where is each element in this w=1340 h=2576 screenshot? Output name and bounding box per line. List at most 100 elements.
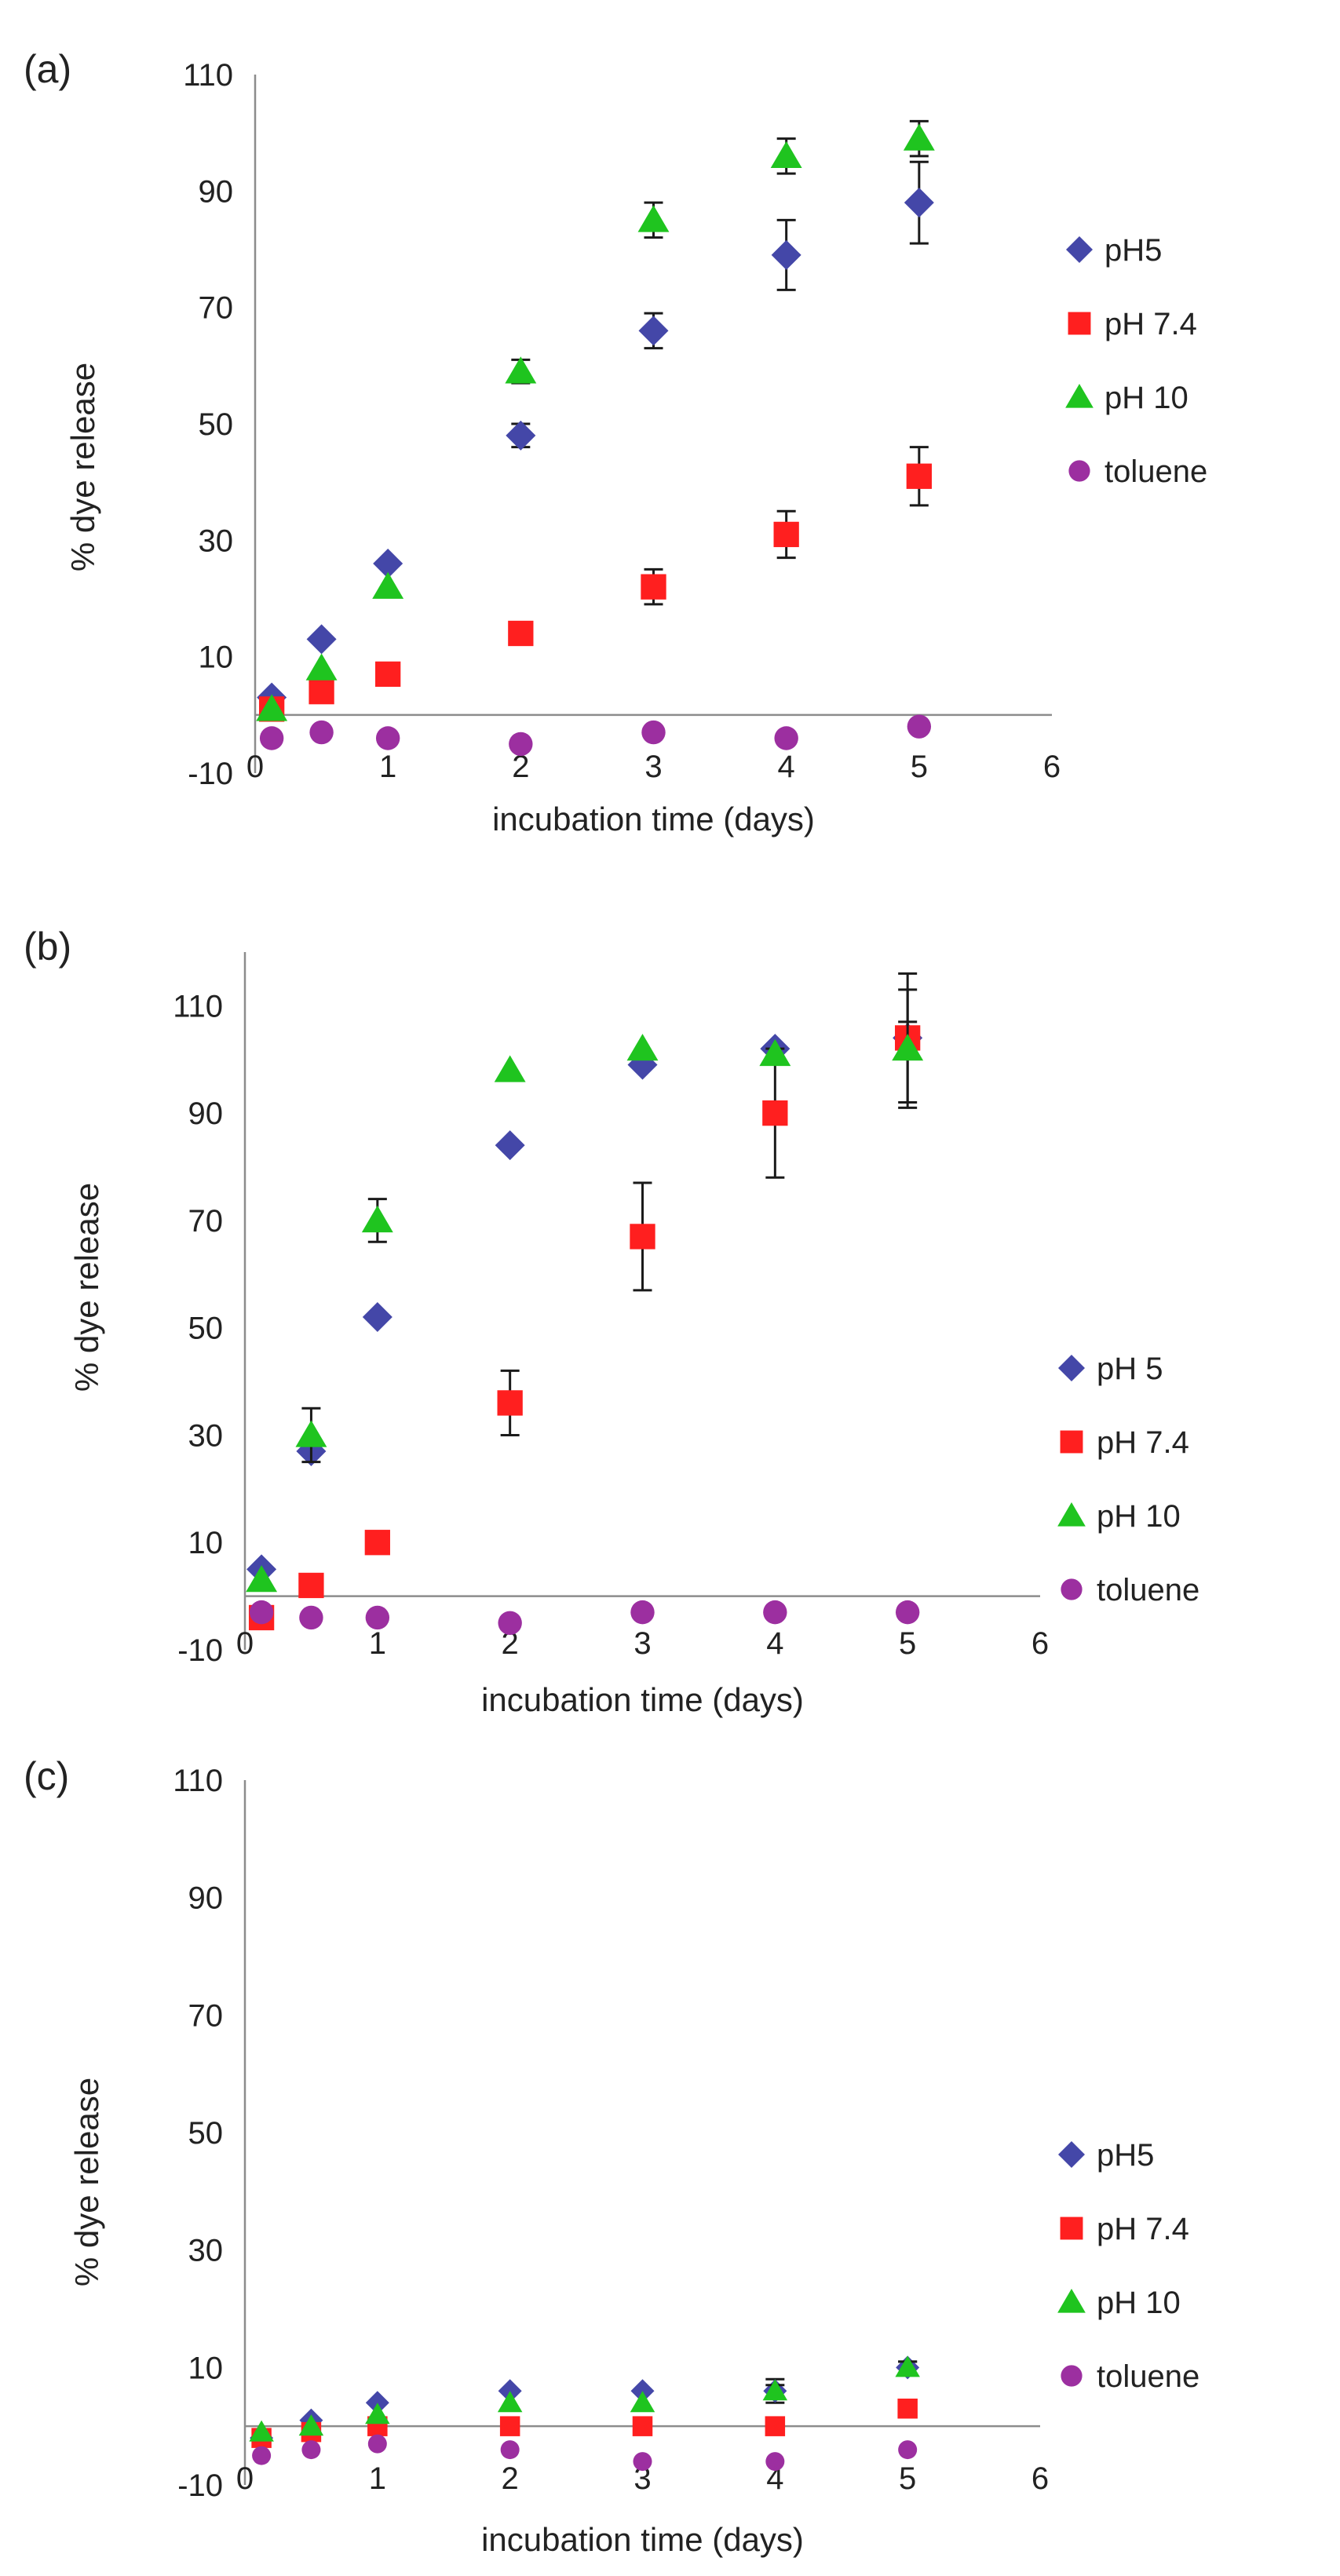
- data-point: [897, 2398, 918, 2419]
- legend-item: toluene: [1068, 454, 1207, 489]
- data-point: [630, 1600, 655, 1625]
- x-tick-label: 3: [633, 1626, 651, 1661]
- data-point: [494, 1055, 526, 1082]
- x-axis-title: incubation time (days): [481, 1681, 804, 1718]
- y-tick-label: -10: [188, 757, 233, 791]
- data-point: [773, 521, 799, 548]
- y-tick-label: 30: [188, 1418, 224, 1453]
- y-tick-label: -10: [177, 1633, 223, 1668]
- x-tick-label: 5: [911, 750, 928, 784]
- legend-marker: [1065, 384, 1094, 408]
- y-tick-label: 30: [199, 524, 234, 558]
- data-point: [630, 2391, 655, 2413]
- legend-marker: [1061, 2365, 1083, 2387]
- legend-item: pH 10: [1057, 1499, 1181, 1534]
- x-tick-label: 4: [766, 2461, 783, 2496]
- data-point: [759, 1038, 791, 1067]
- data-point: [372, 571, 404, 599]
- series-pH5: [257, 160, 934, 713]
- x-tick-label: 6: [1031, 2461, 1049, 2496]
- data-point: [771, 239, 801, 270]
- data-point: [249, 1600, 274, 1625]
- legend-item: toluene: [1061, 1573, 1199, 1607]
- x-axis-title: incubation time (days): [492, 801, 815, 837]
- legend-label: pH 7.4: [1104, 307, 1197, 341]
- legend-marker: [1057, 2289, 1086, 2313]
- series-toluene: [249, 1600, 920, 1636]
- legend-marker: [1058, 1355, 1085, 1381]
- data-point: [509, 732, 533, 757]
- data-point: [306, 624, 337, 655]
- data-point: [309, 679, 334, 705]
- data-point: [298, 2414, 324, 2436]
- panel-label: (c): [24, 1754, 69, 1798]
- y-tick-label: 70: [188, 1204, 224, 1239]
- data-point: [375, 661, 401, 688]
- data-point: [495, 1130, 525, 1161]
- data-point: [365, 1605, 390, 1630]
- data-point: [895, 2355, 920, 2377]
- legend-item: pH 5: [1058, 1352, 1163, 1386]
- data-point: [305, 653, 338, 680]
- panel-label: (a): [24, 47, 71, 91]
- legend-item: pH5: [1058, 2138, 1154, 2173]
- data-point: [256, 694, 288, 721]
- data-point: [626, 1034, 659, 1061]
- legend-label: toluene: [1104, 454, 1207, 489]
- chart-panel-2: (b) -10 10 30 50 70 90 110 0 1 2 3 4 5 6 incubation tim…: [24, 925, 1199, 1718]
- data-point: [249, 2420, 274, 2442]
- legend-item: pH 7.4: [1060, 1425, 1189, 1460]
- data-point: [903, 123, 935, 151]
- y-tick-label: 70: [188, 1998, 224, 2033]
- y-tick-label: 50: [199, 407, 234, 442]
- data-point: [898, 2440, 918, 2460]
- legend-label: pH5: [1104, 233, 1162, 268]
- y-tick-label: 90: [188, 1096, 224, 1131]
- data-point: [763, 1600, 787, 1625]
- y-tick-label: 10: [188, 2351, 224, 2385]
- data-point: [508, 620, 534, 647]
- x-tick-label: 0: [246, 750, 264, 784]
- data-point: [362, 1302, 393, 1333]
- data-point: [499, 2416, 520, 2436]
- legend-label: pH 7.4: [1097, 1425, 1189, 1460]
- y-tick-label: 50: [188, 1312, 224, 1346]
- legend-label: pH 10: [1104, 381, 1188, 415]
- data-point: [497, 2391, 523, 2413]
- x-tick-label: 6: [1043, 750, 1061, 784]
- series-pH7.4: [258, 446, 932, 722]
- legend-item: pH 7.4: [1060, 2212, 1189, 2246]
- data-point: [365, 2403, 390, 2425]
- series-pH7.4: [248, 1020, 921, 1631]
- x-tick-label: 0: [236, 1626, 254, 1661]
- data-point: [641, 720, 666, 745]
- data-point: [309, 720, 334, 745]
- data-point: [500, 2440, 520, 2460]
- x-tick-label: 2: [512, 750, 529, 784]
- y-axis-title: % dye release: [64, 363, 101, 571]
- x-tick-label: 2: [502, 1626, 519, 1661]
- legend-marker: [1060, 1430, 1083, 1454]
- data-point: [295, 1420, 327, 1447]
- data-point: [770, 140, 802, 169]
- data-point: [637, 205, 670, 232]
- legend-marker: [1057, 1502, 1086, 1527]
- legend-marker: [1058, 2141, 1085, 2168]
- legend-label: toluene: [1097, 2359, 1199, 2394]
- data-point: [299, 1605, 323, 1630]
- data-point: [252, 2446, 272, 2465]
- x-tick-label: 5: [899, 1626, 916, 1661]
- y-tick-label: 110: [173, 1764, 223, 1798]
- data-point: [641, 574, 666, 600]
- y-axis-title: % dye release: [68, 1183, 105, 1392]
- series-toluene: [252, 2434, 918, 2472]
- chart-panel-3: (c) -10 10 30 50 70 90 110 0 1 2 3 4 5 6 incubation tim…: [24, 1754, 1199, 2558]
- data-point: [498, 1611, 522, 1636]
- legend-label: pH 10: [1097, 1499, 1181, 1534]
- y-tick-label: 10: [199, 640, 234, 675]
- x-tick-label: 0: [236, 2461, 254, 2496]
- data-point: [301, 2440, 321, 2460]
- series-pH10: [256, 119, 935, 721]
- series-pH10: [249, 2355, 920, 2442]
